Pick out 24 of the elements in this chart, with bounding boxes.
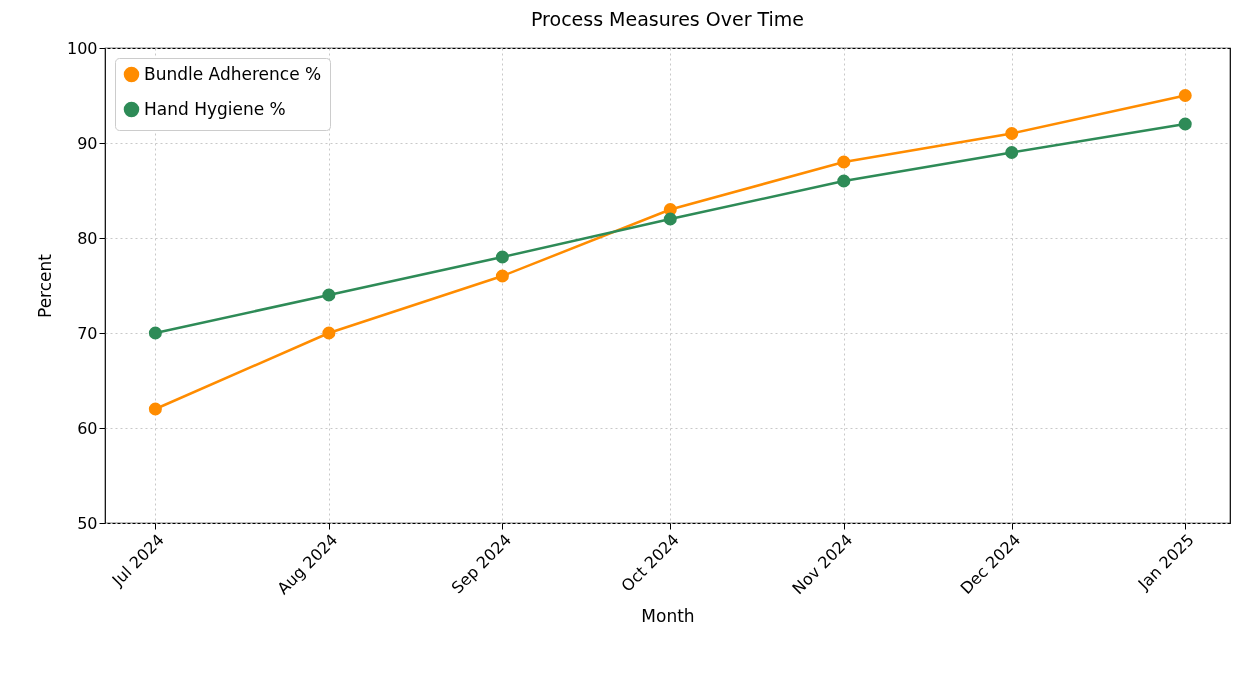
y-tick-label: 60 [77, 418, 98, 438]
point [1005, 145, 1019, 160]
point [322, 326, 336, 340]
legend-label: Bundle Adherence % [144, 63, 322, 84]
point [1005, 126, 1019, 141]
y-tick-label: 80 [77, 228, 98, 248]
point [322, 288, 336, 302]
y-tick-label: 70 [77, 323, 98, 343]
point [495, 250, 509, 264]
point [837, 174, 851, 188]
point [148, 326, 162, 340]
point [495, 269, 509, 283]
point [663, 212, 677, 226]
y-tick-label: 100 [66, 38, 98, 58]
point [837, 155, 851, 169]
point [1178, 117, 1192, 131]
y-axis-title: Percent [34, 253, 55, 318]
chart-title: Process Measures Over Time [530, 8, 805, 30]
point [1178, 88, 1192, 103]
x-axis-title: Month [641, 606, 695, 627]
y-tick-label: 50 [77, 513, 98, 533]
point [148, 402, 162, 416]
y-tick-label: 90 [77, 133, 98, 153]
legend-label: Hand Hygiene % [144, 98, 286, 119]
